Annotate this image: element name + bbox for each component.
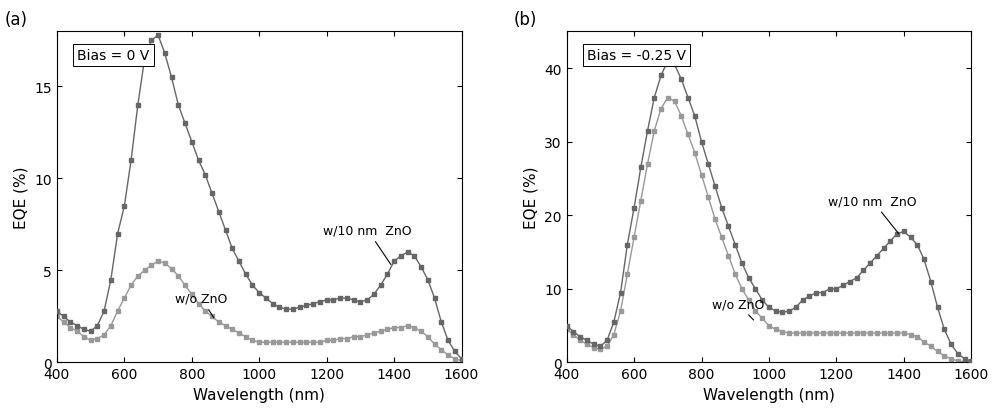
X-axis label: Wavelength (nm): Wavelength (nm) — [703, 387, 835, 402]
Text: (b): (b) — [514, 11, 537, 29]
Text: w/o ZnO: w/o ZnO — [175, 292, 227, 318]
Text: Bias = -0.25 V: Bias = -0.25 V — [587, 49, 686, 63]
Y-axis label: EQE (%): EQE (%) — [14, 166, 29, 228]
Text: w/10 nm  ZnO: w/10 nm ZnO — [323, 224, 412, 265]
Text: (a): (a) — [4, 11, 27, 29]
X-axis label: Wavelength (nm): Wavelength (nm) — [193, 387, 325, 402]
Text: w/o ZnO: w/o ZnO — [712, 297, 764, 320]
Text: Bias = 0 V: Bias = 0 V — [77, 49, 149, 63]
Y-axis label: EQE (%): EQE (%) — [524, 166, 539, 228]
Text: w/10 nm  ZnO: w/10 nm ZnO — [828, 195, 917, 234]
